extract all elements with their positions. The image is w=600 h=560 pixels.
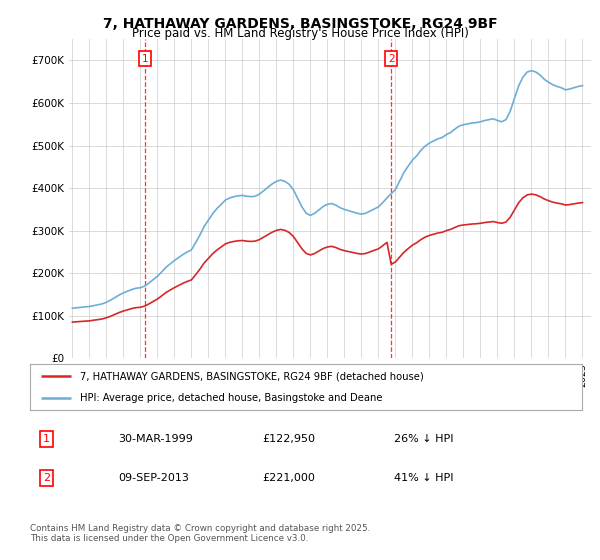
Text: 26% ↓ HPI: 26% ↓ HPI <box>394 434 454 444</box>
Text: 09-SEP-2013: 09-SEP-2013 <box>118 473 189 483</box>
Text: 41% ↓ HPI: 41% ↓ HPI <box>394 473 454 483</box>
Text: £221,000: £221,000 <box>262 473 315 483</box>
Text: 7, HATHAWAY GARDENS, BASINGSTOKE, RG24 9BF (detached house): 7, HATHAWAY GARDENS, BASINGSTOKE, RG24 9… <box>80 371 424 381</box>
Text: 7, HATHAWAY GARDENS, BASINGSTOKE, RG24 9BF: 7, HATHAWAY GARDENS, BASINGSTOKE, RG24 9… <box>103 17 497 31</box>
Text: Contains HM Land Registry data © Crown copyright and database right 2025.
This d: Contains HM Land Registry data © Crown c… <box>30 524 370 543</box>
Text: 2: 2 <box>43 473 50 483</box>
Text: 30-MAR-1999: 30-MAR-1999 <box>118 434 193 444</box>
Text: HPI: Average price, detached house, Basingstoke and Deane: HPI: Average price, detached house, Basi… <box>80 393 382 403</box>
Text: 2: 2 <box>388 54 395 64</box>
Text: £122,950: £122,950 <box>262 434 315 444</box>
Text: 1: 1 <box>142 54 148 64</box>
Text: Price paid vs. HM Land Registry's House Price Index (HPI): Price paid vs. HM Land Registry's House … <box>131 27 469 40</box>
Text: 1: 1 <box>43 434 50 444</box>
